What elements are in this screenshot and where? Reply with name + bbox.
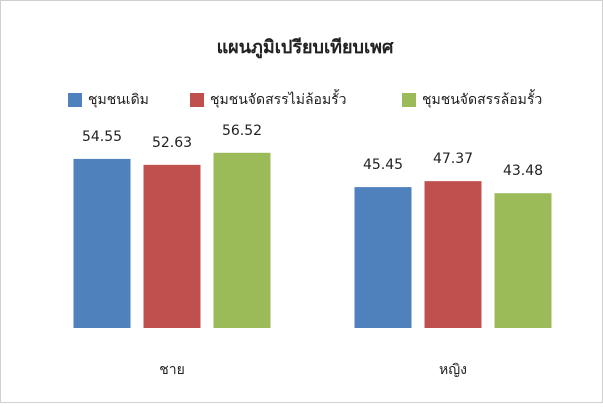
legend-swatch bbox=[402, 93, 416, 107]
bar bbox=[213, 152, 271, 328]
value-label: 52.63 bbox=[152, 135, 192, 151]
bar bbox=[73, 158, 131, 328]
legend-label: ชุมชนจัดสรรล้อมรั้ว bbox=[422, 89, 542, 108]
legend-label: ชุมชนเดิม bbox=[88, 92, 149, 108]
bar bbox=[143, 164, 201, 328]
bar bbox=[424, 181, 482, 328]
value-label: 43.48 bbox=[503, 163, 543, 179]
value-label: 54.55 bbox=[82, 129, 122, 145]
legend-swatch bbox=[190, 93, 204, 107]
value-label: 56.52 bbox=[222, 123, 262, 139]
legend-label: ชุมชนจัดสรรไม่ล้อมรั้ว bbox=[210, 89, 347, 108]
bar bbox=[494, 193, 552, 328]
value-label: 45.45 bbox=[363, 157, 403, 173]
chart-title: แผนภูมิเปรียบเทียบเพศ bbox=[217, 37, 394, 59]
value-label: 47.37 bbox=[433, 151, 473, 167]
x-tick-label: หญิง bbox=[439, 362, 467, 378]
legend-swatch bbox=[68, 93, 82, 107]
x-tick-label: ชาย bbox=[159, 362, 185, 378]
bar bbox=[354, 187, 412, 328]
